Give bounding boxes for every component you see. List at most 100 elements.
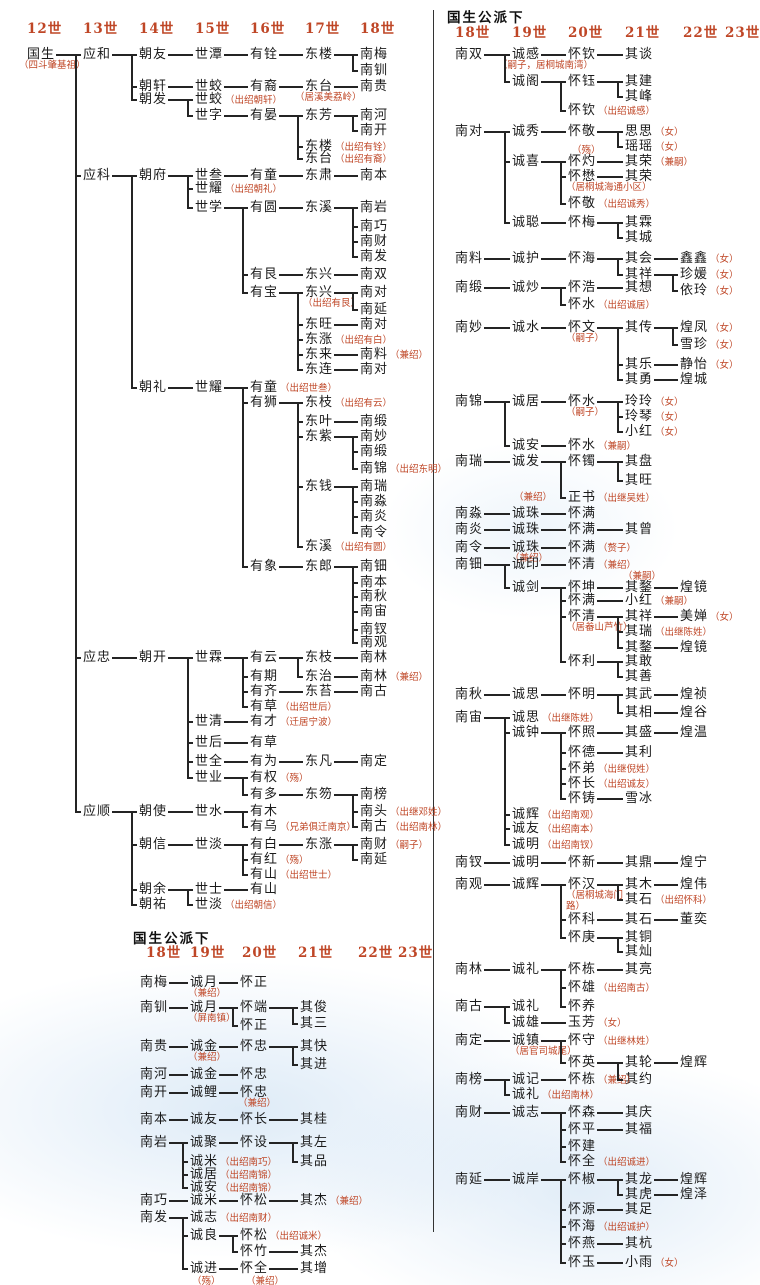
person-name: 东紫 <box>305 429 334 444</box>
person-node: 诚思 <box>512 687 540 703</box>
connector-line <box>654 1179 673 1181</box>
connector-line <box>219 982 233 984</box>
connector-line <box>597 1112 618 1114</box>
person-name: 小雨 <box>625 1255 654 1270</box>
lineage-note: （兼嗣） <box>655 596 694 607</box>
person-name: 南榜 <box>455 1072 484 1087</box>
person-name: 朝信 <box>139 837 168 852</box>
person-node: 诚喜 <box>512 154 540 170</box>
connector-line <box>484 327 505 329</box>
generation-header: 20世 <box>568 25 604 41</box>
floating-note: （殇） <box>192 1276 221 1285</box>
connector-line <box>169 1046 183 1048</box>
connector-line <box>541 461 561 463</box>
connector-line <box>597 884 618 886</box>
person-node: 有圆 <box>250 200 278 216</box>
person-node: 其峰 <box>625 89 653 105</box>
person-name: 其瑞 <box>625 624 654 639</box>
connector-line <box>188 742 193 744</box>
person-node: 珍媛 （女） <box>680 267 739 283</box>
connector-line <box>597 287 618 289</box>
person-node: 诚安 （出绍南锦） <box>190 1180 277 1196</box>
person-name: 南钿 <box>455 557 484 572</box>
person-node: 南妙 <box>455 320 483 336</box>
person-node: 其亮 <box>625 962 653 978</box>
connector-line <box>242 811 244 828</box>
connector-line <box>334 115 353 117</box>
person-name: 怀浩 <box>568 280 597 295</box>
connector-line <box>505 327 510 329</box>
connector-line <box>187 889 189 906</box>
person-name: 怀梅 <box>568 215 597 230</box>
connector-line <box>505 287 510 289</box>
connector-line <box>618 862 623 864</box>
person-node: 怀利 <box>568 654 596 670</box>
connector-line <box>353 130 358 132</box>
person-name: 其荣 <box>625 154 654 169</box>
person-name: 应忠 <box>83 650 112 665</box>
connector-line <box>169 1217 183 1219</box>
person-name: 东笏 <box>305 787 334 802</box>
connector-line <box>353 324 358 326</box>
connector-line <box>168 175 188 177</box>
person-name: 南发 <box>140 1210 169 1225</box>
connector-line <box>505 54 510 56</box>
connector-line <box>132 86 137 88</box>
connector-line <box>224 54 243 56</box>
connector-line <box>541 862 561 864</box>
connector-line <box>618 431 623 433</box>
connector-line <box>298 146 303 148</box>
connector-line <box>334 354 353 356</box>
person-node: 东兴 <box>305 267 333 283</box>
connector-line <box>76 811 81 813</box>
section-title-right: 国生公派下 <box>447 10 525 26</box>
connector-line <box>541 1040 561 1042</box>
person-node: 诚明 <box>512 855 540 871</box>
connector-line <box>541 529 561 531</box>
person-name: 其轮 <box>625 1055 654 1070</box>
connector-line <box>233 1074 238 1076</box>
lineage-note: （迁居宁波） <box>280 717 338 728</box>
person-name: 诚居 <box>512 394 541 409</box>
connector-line <box>618 661 623 663</box>
person-name: 有象 <box>250 559 279 574</box>
person-name: 其祥 <box>625 609 654 624</box>
person-node: 东台 （出绍有裔） <box>305 151 392 167</box>
connector-line <box>298 657 303 659</box>
connector-line <box>353 611 358 613</box>
person-node: 诚良 <box>190 1228 218 1244</box>
person-name: 诚水 <box>512 320 541 335</box>
person-name: 世耀 <box>195 380 224 395</box>
person-node: 煌宁 <box>680 855 708 871</box>
person-name: 南宙 <box>455 710 484 725</box>
person-node: 其想 <box>625 280 653 296</box>
connector-line <box>243 874 248 876</box>
person-node: 朝祐 <box>139 897 167 913</box>
connector-line <box>168 844 188 846</box>
connector-line <box>654 364 673 366</box>
person-name: 诚喜 <box>512 154 541 169</box>
connector-line <box>298 274 303 276</box>
person-node: 南钿 <box>455 557 483 573</box>
person-node: 怀文 <box>568 320 596 336</box>
person-node: 其灿 <box>625 944 653 960</box>
person-node: 怀松 <box>240 1193 268 1209</box>
connector-line <box>243 676 248 678</box>
connector-line <box>504 1079 506 1096</box>
person-node: 南令 <box>360 525 388 541</box>
person-name: 诚珠 <box>512 540 541 555</box>
lineage-note: （出继陈姓） <box>542 713 600 724</box>
person-name: 其建 <box>625 74 654 89</box>
person-node: 其勇 <box>625 372 653 388</box>
person-name: 世淡 <box>195 837 224 852</box>
person-node: 其盘 <box>625 454 653 470</box>
connector-line <box>484 1006 505 1008</box>
connector-line <box>243 742 248 744</box>
connector-line <box>597 222 618 224</box>
generation-header: 13世 <box>83 21 119 37</box>
connector-line <box>279 207 298 209</box>
connector-line <box>597 176 618 178</box>
connector-line <box>505 401 510 403</box>
connector-line <box>673 364 678 366</box>
connector-line <box>293 1200 298 1202</box>
